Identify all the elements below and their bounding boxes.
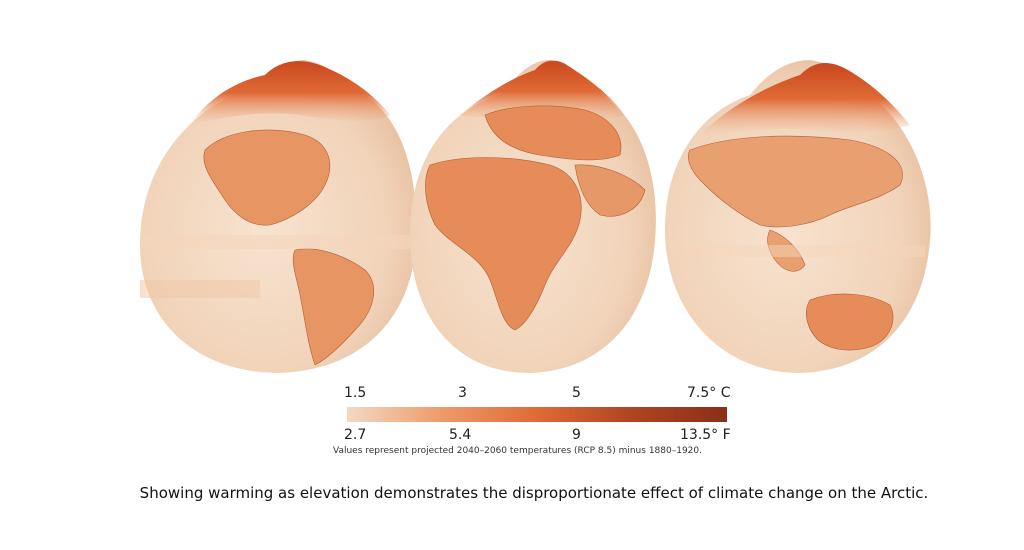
figure-caption: Showing warming as elevation demonstrate…: [139, 484, 929, 502]
land-australia: [806, 293, 894, 351]
legend-note: Values represent projected 2040–2060 tem…: [333, 446, 702, 456]
legend-c-tick-1: 1.5: [344, 385, 367, 401]
land-arabia: [574, 164, 646, 217]
land-europe: [484, 105, 622, 161]
land-south-america: [292, 248, 374, 366]
legend-f-tick-2: 5.4: [449, 427, 472, 443]
legend-gradient-bar: [347, 407, 727, 422]
legend-f-tick-1: 2.7: [344, 427, 367, 443]
legend-f-tick-4: 13.5° F: [680, 427, 731, 443]
legend-c-tick-3: 5: [572, 385, 581, 401]
land-north-america: [203, 129, 331, 226]
globes-figure: [130, 55, 940, 385]
land-asia: [688, 135, 903, 228]
globe-africa: [410, 60, 656, 373]
globe-asia: [665, 60, 931, 373]
globes-svg: [140, 60, 931, 373]
globe-americas: [140, 60, 417, 373]
legend-f-tick-3: 9: [572, 427, 581, 443]
legend-c-tick-2: 3: [458, 385, 467, 401]
temperature-legend: 1.5 3 5 7.5° C 2.7 5.4 9 13.5° F Values …: [330, 385, 750, 460]
legend-c-tick-4: 7.5° C: [687, 385, 731, 401]
land-africa: [425, 157, 582, 331]
